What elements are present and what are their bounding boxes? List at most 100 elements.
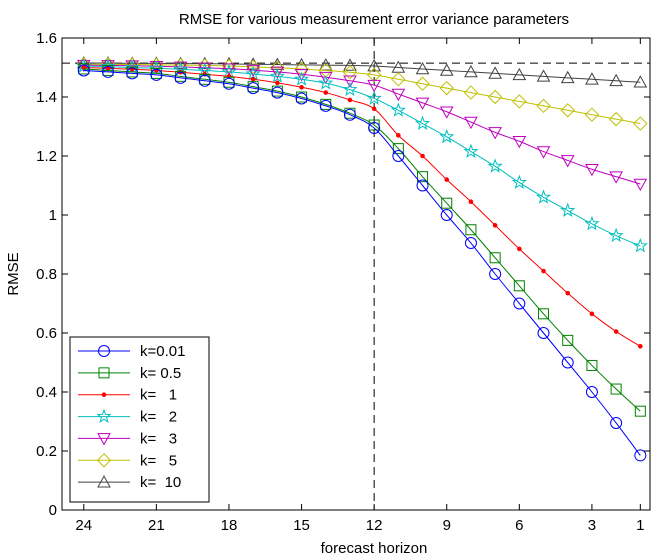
y-axis-label: RMSE <box>5 252 22 295</box>
data-point <box>513 280 525 292</box>
series-k1 <box>81 65 643 349</box>
data-point <box>275 80 280 86</box>
data-point <box>512 94 527 109</box>
x-tick-label: 21 <box>148 517 165 534</box>
data-point <box>638 343 643 349</box>
data-point <box>560 70 575 84</box>
data-point <box>464 64 478 78</box>
data-point <box>323 90 329 95</box>
data-point <box>541 268 546 274</box>
data-point <box>77 64 90 77</box>
data-point <box>536 146 551 159</box>
data-point <box>613 329 619 334</box>
data-point <box>439 80 454 96</box>
legend-label: k= 10 <box>140 474 181 491</box>
data-point <box>634 449 647 462</box>
data-point <box>589 311 595 317</box>
data-point <box>294 61 309 77</box>
data-point <box>441 197 453 209</box>
y-tick-label: 0.8 <box>36 266 57 283</box>
series-k3 <box>76 59 648 192</box>
data-point <box>271 86 284 99</box>
data-point <box>198 74 211 87</box>
data-point <box>487 89 503 105</box>
legend-marker <box>97 433 111 446</box>
data-point <box>634 405 646 417</box>
data-point <box>347 97 353 103</box>
data-point <box>247 82 260 95</box>
data-point <box>536 69 551 82</box>
data-point <box>366 67 382 83</box>
legend-marker <box>98 367 110 379</box>
data-point <box>489 252 501 264</box>
data-point <box>318 58 333 71</box>
data-point <box>585 386 598 398</box>
legend-marker <box>96 453 112 468</box>
data-point <box>415 97 430 110</box>
data-point <box>610 416 623 429</box>
series-line <box>83 64 641 185</box>
y-tick-label: 1 <box>49 207 57 224</box>
legend-marker <box>96 408 112 424</box>
data-point <box>245 59 261 75</box>
data-point <box>415 61 430 75</box>
legend-marker <box>98 345 110 357</box>
data-point <box>439 106 454 119</box>
data-point <box>633 178 648 192</box>
data-point <box>512 135 527 149</box>
data-point <box>439 63 454 76</box>
data-point <box>293 71 310 86</box>
legend-label: k=0.01 <box>140 343 185 360</box>
legend-label: k= 0.5 <box>140 365 181 382</box>
data-point <box>269 68 285 83</box>
data-point <box>222 77 235 90</box>
x-tick-label: 6 <box>515 517 523 534</box>
data-point <box>585 72 599 85</box>
data-point <box>390 102 406 117</box>
data-point <box>608 111 624 127</box>
data-point <box>319 99 332 112</box>
data-point <box>492 223 498 228</box>
x-tick-label: 3 <box>588 517 596 534</box>
x-tick-label: 12 <box>366 517 383 534</box>
data-point <box>538 308 550 320</box>
legend: k=0.01 k= 0.5 k= 1 k= 2 k= 3 k= 5 k= 10 <box>69 336 210 503</box>
data-point <box>489 268 502 280</box>
series-line <box>83 67 641 347</box>
data-point <box>633 116 648 131</box>
data-point <box>464 116 478 130</box>
data-point <box>565 290 571 296</box>
data-point <box>511 174 527 189</box>
series-line <box>83 69 641 456</box>
data-point <box>392 143 404 155</box>
legend-marker <box>97 475 111 488</box>
data-point <box>632 238 648 253</box>
data-point <box>299 84 304 90</box>
data-point <box>487 158 503 173</box>
series-line <box>83 62 641 83</box>
data-point <box>391 88 406 102</box>
x-axis-label: forecast horizon <box>321 540 428 556</box>
data-point <box>101 65 114 78</box>
data-point <box>246 64 261 78</box>
series-line <box>83 65 641 247</box>
data-point <box>609 171 623 184</box>
data-point <box>342 81 358 97</box>
data-point <box>420 153 425 159</box>
data-point <box>126 67 139 80</box>
data-point <box>342 65 358 80</box>
data-point <box>439 128 455 144</box>
data-point <box>368 121 381 134</box>
x-tick-label: 9 <box>443 517 451 534</box>
data-point <box>417 171 429 183</box>
data-point <box>318 71 333 85</box>
data-point <box>561 356 574 369</box>
y-tick-label: 1.2 <box>36 148 57 165</box>
data-point <box>560 155 575 168</box>
data-point <box>608 227 624 243</box>
data-point <box>536 98 551 114</box>
data-point <box>468 199 474 205</box>
data-point <box>367 58 381 72</box>
data-point <box>270 60 285 76</box>
